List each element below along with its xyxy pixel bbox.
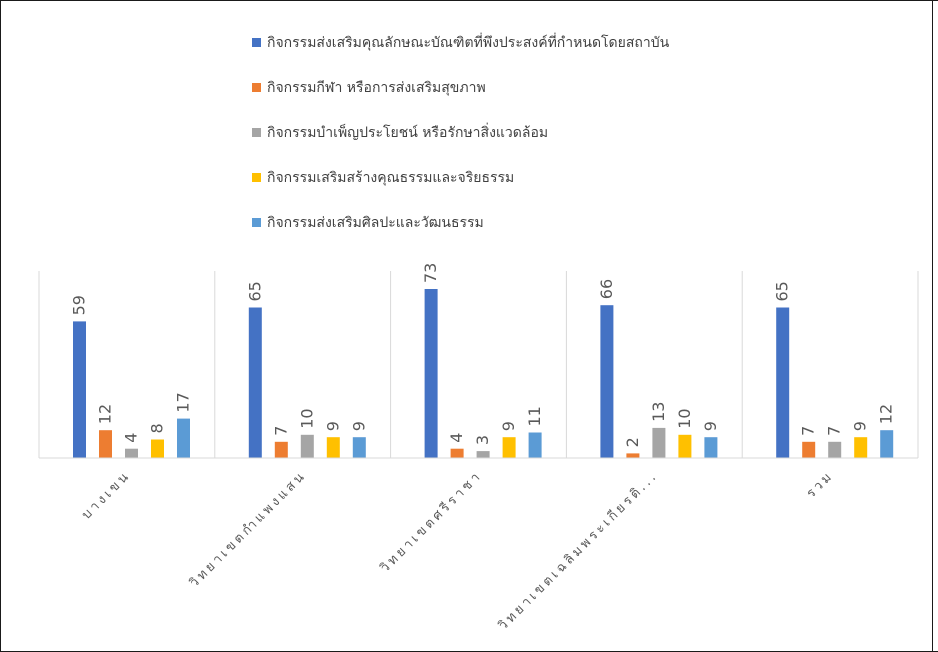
data-label-series1-cat3: 73 <box>421 263 440 283</box>
bar-series3-cat5 <box>828 441 842 458</box>
bar-series1-cat5 <box>776 307 790 458</box>
legend-label-2: กิจกรรมกีฬา หรือการส่งเสริมสุขภาพ <box>267 80 486 96</box>
bar-series2-cat5 <box>802 441 816 458</box>
data-label-series5-cat3: 11 <box>525 406 544 426</box>
legend-label-1: กิจกรรมส่งเสริมคุณลักษณะบัณฑิตที่พึงประส… <box>267 33 670 51</box>
bar-series1-cat4 <box>600 305 614 458</box>
legend-swatch-2 <box>252 83 261 92</box>
bar-series3-cat3 <box>476 451 490 458</box>
data-label-series3-cat5: 7 <box>825 426 844 436</box>
legend: กิจกรรมส่งเสริมคุณลักษณะบัณฑิตที่พึงประส… <box>252 33 670 231</box>
data-label-series3-cat2: 10 <box>297 408 316 428</box>
bar-series2-cat3 <box>450 448 464 458</box>
bar-series2-cat1 <box>99 430 112 458</box>
bar-series3-cat2 <box>300 434 314 458</box>
data-label-series4-cat4: 10 <box>675 408 694 428</box>
legend-swatch-1 <box>252 38 261 47</box>
chart-frame-right-edge <box>932 0 933 652</box>
data-label-series3-cat4: 13 <box>649 402 668 422</box>
bar-series4-cat2 <box>326 437 340 458</box>
bar-series2-cat4 <box>626 453 640 458</box>
data-label-series2-cat2: 7 <box>271 426 290 436</box>
bar-series1-cat2 <box>248 307 262 458</box>
bar-series4-cat3 <box>502 437 516 458</box>
legend-label-4: กิจกรรมเสริมสร้างคุณธรรมและจริยธรรม <box>267 170 514 186</box>
bar-series1-cat1 <box>73 321 86 458</box>
x-tick-label-4: วิทยาเขตเฉลิมพระเกียรติ... <box>495 468 661 634</box>
data-label-series5-cat1: 17 <box>174 392 193 412</box>
bar-series1-cat3 <box>424 289 438 458</box>
data-label-series1-cat4: 66 <box>597 279 616 299</box>
legend-label-5: กิจกรรมส่งเสริมศิลปะและวัฒนธรรม <box>267 215 484 231</box>
data-label-series5-cat2: 9 <box>349 421 368 431</box>
bar-series4-cat4 <box>678 434 692 458</box>
bar-series5-cat2 <box>352 437 366 458</box>
category-separators <box>38 271 919 458</box>
bar-series5-cat4 <box>704 437 718 458</box>
x-tick-label-1: บางเขน <box>79 468 134 523</box>
data-label-series1-cat2: 65 <box>245 281 264 301</box>
data-label-series3-cat3: 3 <box>473 435 492 445</box>
data-label-series1-cat1: 59 <box>70 295 89 315</box>
bar-series5-cat3 <box>528 432 542 458</box>
bar-series3-cat4 <box>652 427 666 458</box>
data-label-series4-cat2: 9 <box>323 421 342 431</box>
data-label-series4-cat1: 8 <box>148 423 167 433</box>
bars <box>73 289 894 458</box>
bar-series5-cat5 <box>880 430 894 458</box>
data-label-series4-cat3: 9 <box>499 421 518 431</box>
data-label-series2-cat4: 2 <box>623 437 642 447</box>
bar-series3-cat1 <box>125 448 138 458</box>
data-label-series4-cat5: 9 <box>851 421 870 431</box>
x-tick-label-3: วิทยาเขตศรีราชา <box>377 468 486 577</box>
data-label-series2-cat1: 12 <box>96 404 115 424</box>
data-label-series2-cat5: 7 <box>799 426 818 436</box>
legend-swatch-3 <box>252 128 261 137</box>
data-label-series3-cat1: 4 <box>122 433 141 443</box>
data-label-series5-cat5: 12 <box>877 404 896 424</box>
data-label-series2-cat3: 4 <box>447 433 466 443</box>
data-label-series1-cat5: 65 <box>773 281 792 301</box>
bar-series4-cat1 <box>151 439 164 458</box>
x-tick-labels: บางเขน วิทยาเขตกำแพงแสน วิทยาเขตศรีราชา วิท… <box>79 468 837 634</box>
data-label-series5-cat4: 9 <box>701 421 720 431</box>
legend-swatch-5 <box>252 218 261 227</box>
x-tick-label-5: รวม <box>804 468 837 501</box>
bar-series4-cat5 <box>854 437 868 458</box>
legend-swatch-4 <box>252 173 261 182</box>
legend-label-3: กิจกรรมบำเพ็ญประโยชน์ หรือรักษาสิ่งแวดล้… <box>267 123 548 141</box>
bar-series2-cat2 <box>274 441 288 458</box>
bar-series5-cat1 <box>177 418 190 458</box>
x-tick-label-2: วิทยาเขตกำแพงแสน <box>187 468 310 591</box>
